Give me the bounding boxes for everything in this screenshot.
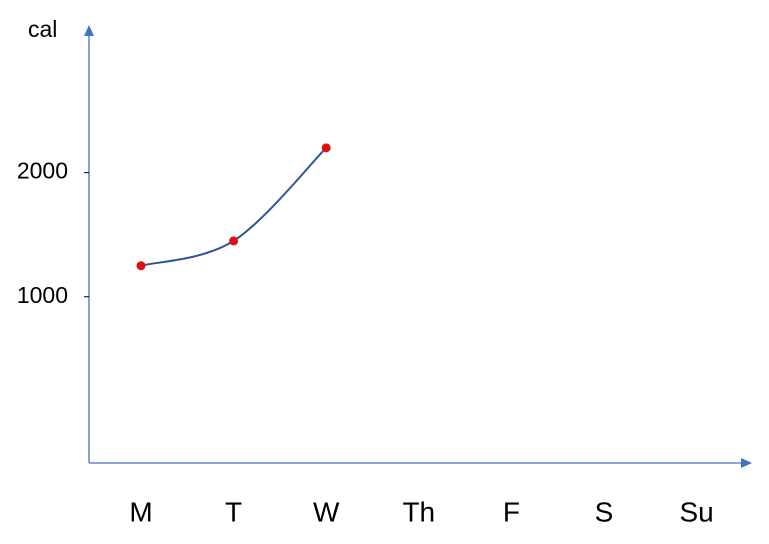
point: [229, 236, 239, 246]
x-tick-label: Su: [679, 496, 713, 527]
point: [321, 143, 331, 153]
x-tick-label: W: [313, 496, 340, 527]
x-tick-label: M: [129, 496, 152, 527]
y-axis-label: cal: [28, 16, 57, 42]
y-tick-label: 2000: [17, 158, 68, 184]
x-tick-label: F: [503, 496, 520, 527]
x-tick-label: S: [595, 496, 614, 527]
line: [140, 147, 327, 267]
point: [136, 261, 146, 271]
x-tick-label: Th: [402, 496, 435, 527]
y-axis-arrow: [84, 25, 94, 36]
y-tick-label: 1000: [17, 282, 68, 308]
x-axis-arrow: [741, 458, 752, 468]
x-tick-label: T: [225, 496, 242, 527]
